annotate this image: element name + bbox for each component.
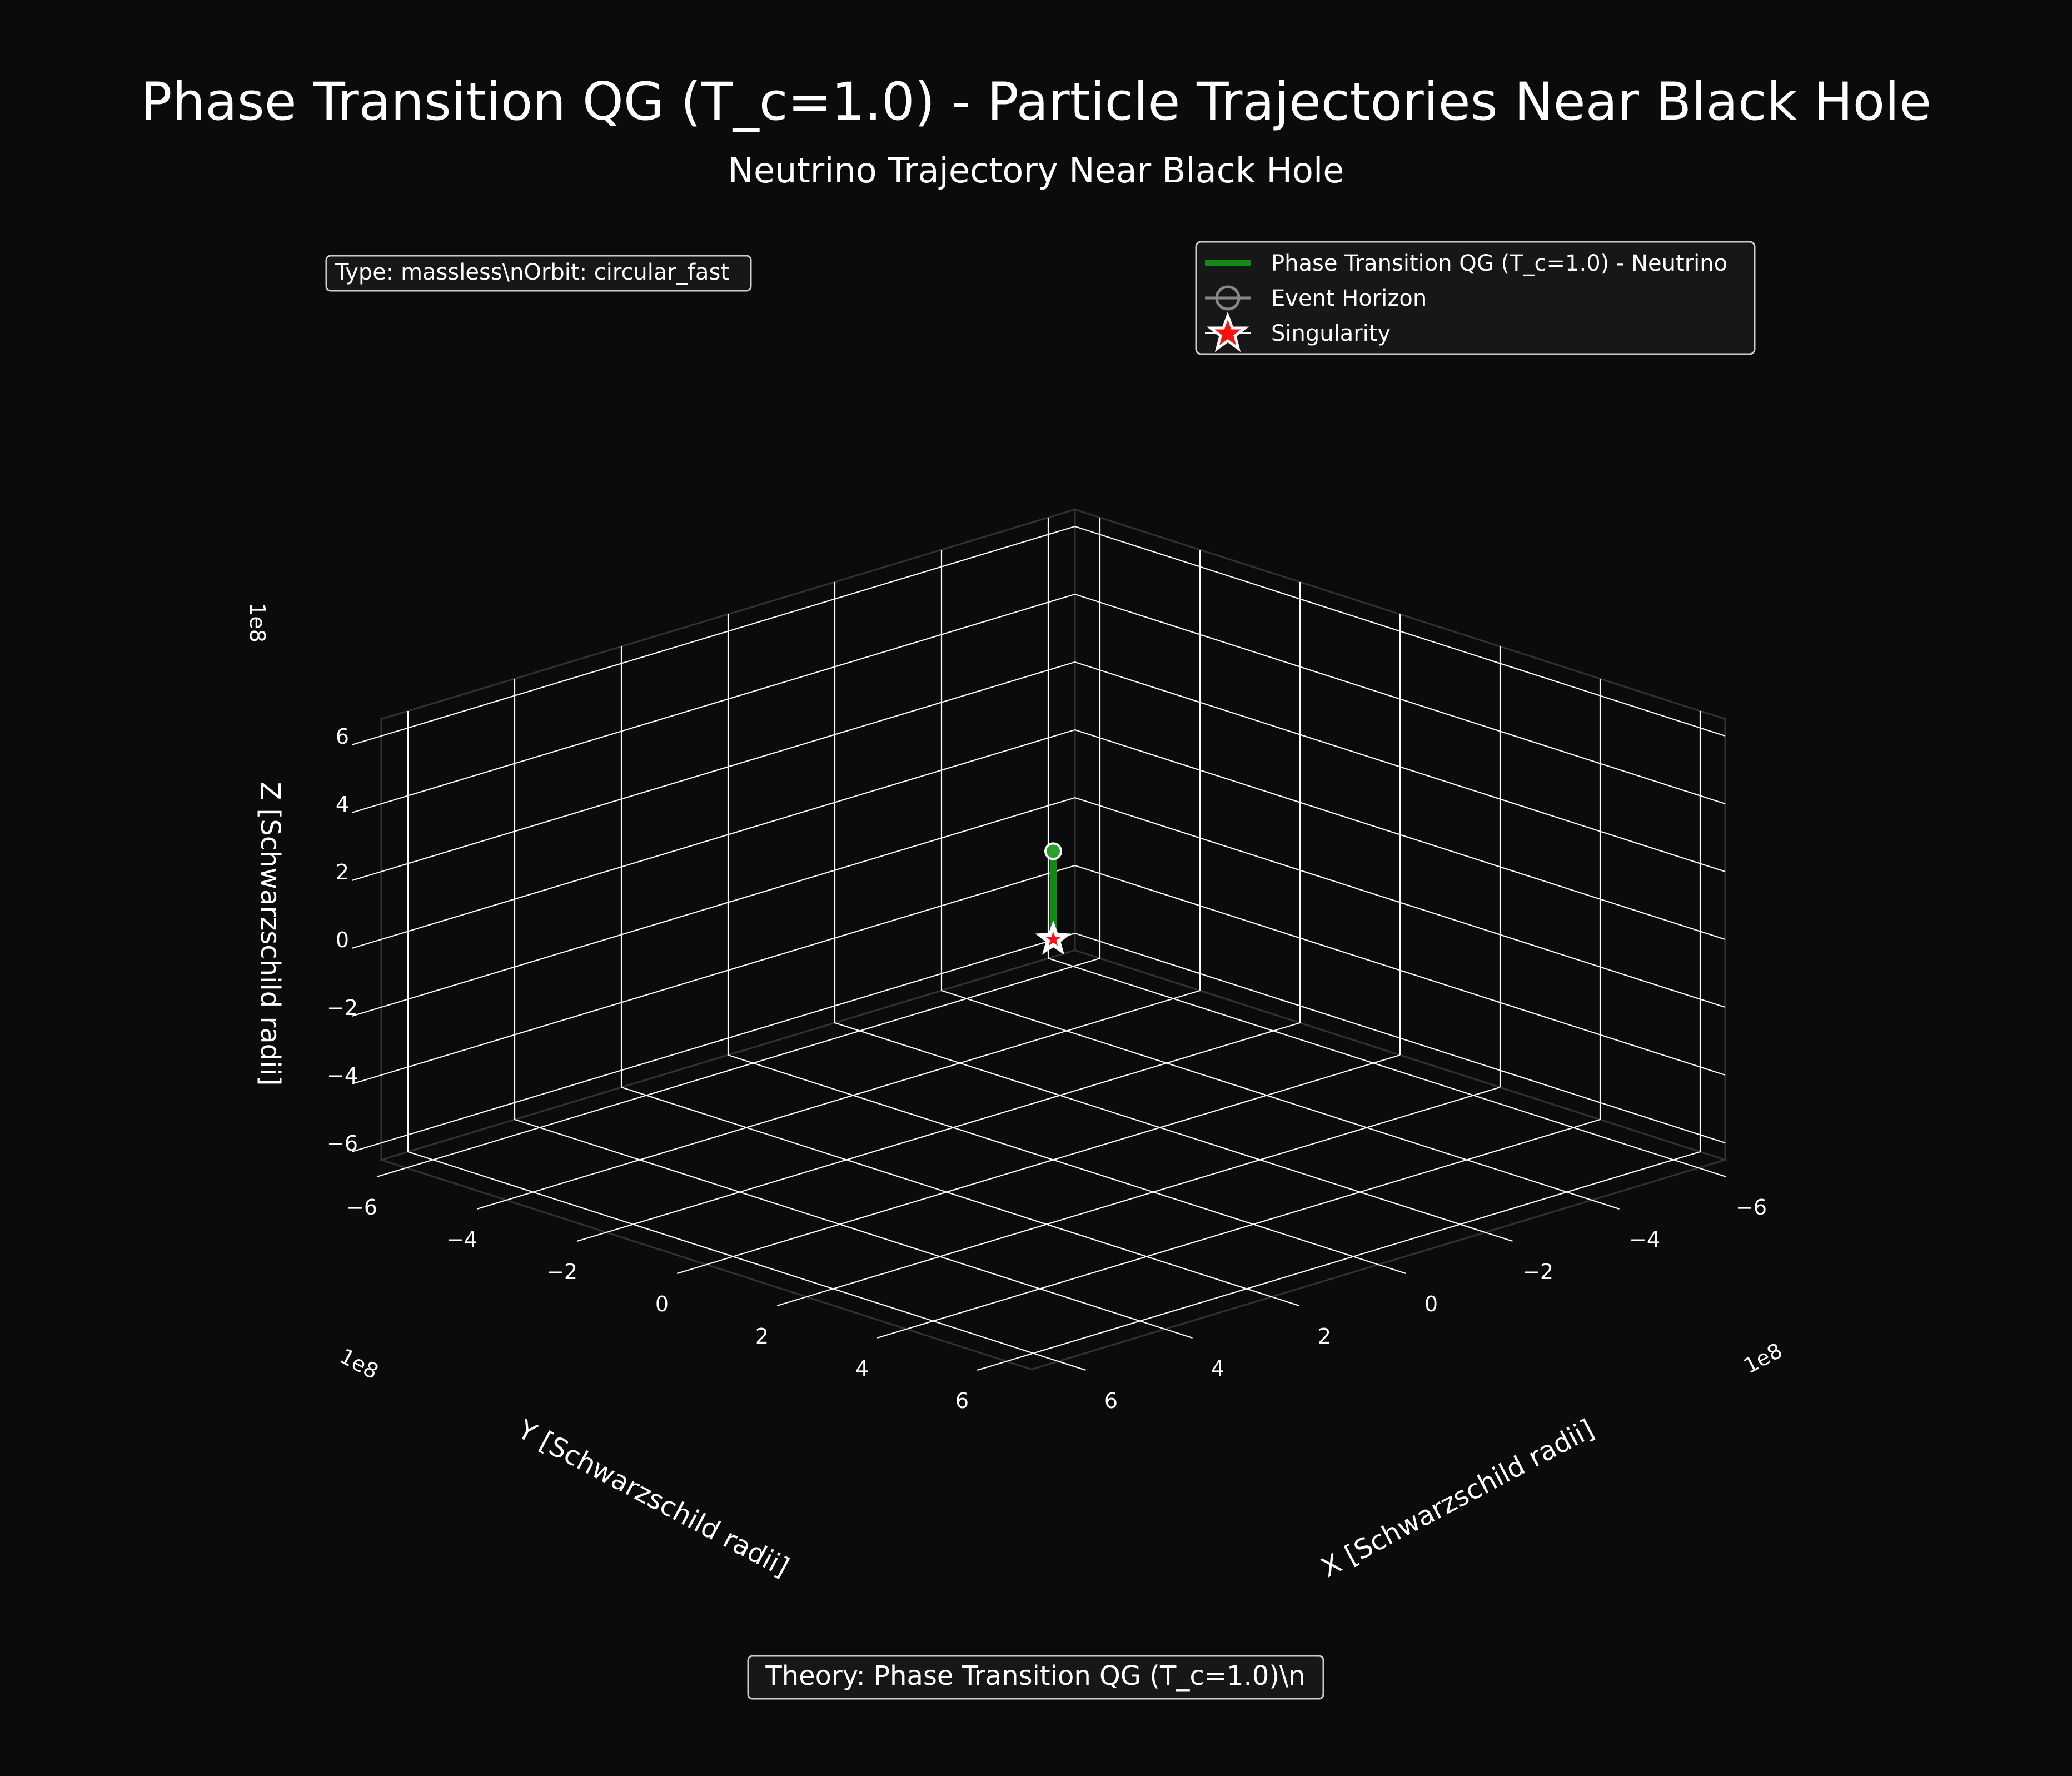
singularity-marker <box>1035 920 1072 955</box>
x-tick-label: −2 <box>1522 1260 1553 1284</box>
grid-line-floor-y <box>706 1054 1401 1266</box>
grid-line-wall-x-horizontal <box>1074 525 1726 737</box>
grid-line-floor-y <box>906 1118 1601 1330</box>
x-tick-label: 0 <box>1424 1292 1438 1316</box>
y-tick-label: 4 <box>855 1356 869 1381</box>
z-tick-label: 6 <box>336 724 349 749</box>
x-tick-mark <box>1591 1199 1620 1210</box>
grid-line-wall-y-horizontal <box>381 593 1075 805</box>
data-series <box>1035 842 1072 955</box>
y-tick-label: 2 <box>755 1324 769 1349</box>
grid-line-wall-y-horizontal <box>381 932 1075 1144</box>
theory-box: Theory: Phase Transition QG (T_c=1.0)\n <box>747 1655 1324 1700</box>
trajectory-start-marker <box>1044 842 1062 860</box>
z-tick-mark <box>351 803 382 814</box>
z-axis-label: Z [Schwarzschild radii] <box>255 782 286 1086</box>
x-tick-mark <box>1378 1263 1406 1274</box>
legend-label-event-horizon: Event Horizon <box>1271 286 1427 311</box>
y-tick-label: −2 <box>546 1260 577 1284</box>
z-tick-mark <box>351 1006 382 1017</box>
grid-line-wall-y-horizontal <box>381 661 1075 873</box>
z-tick-label: −4 <box>327 1063 358 1088</box>
z-tick-mark <box>351 1074 382 1085</box>
x-tick-label: −6 <box>1736 1195 1767 1220</box>
grid-line-wall-x-horizontal <box>1074 729 1726 941</box>
z-tick-mark <box>351 938 382 949</box>
grid-line-wall-y-horizontal <box>381 797 1075 1008</box>
y-offset-label: 1e8 <box>336 1344 382 1384</box>
info-box: Type: massless\nOrbit: circular_fast <box>325 255 752 292</box>
x-tick-mark <box>1164 1328 1193 1339</box>
z-tick-mark <box>351 1142 382 1153</box>
z-tick-label: 4 <box>336 792 349 817</box>
y-tick-label: 6 <box>955 1389 969 1413</box>
y-tick-mark <box>676 1263 707 1275</box>
grid-line-wall-x-horizontal <box>1074 797 1726 1008</box>
y-tick-mark <box>776 1296 807 1307</box>
x-axis-label: X [Schwarzschild radii] <box>1316 1414 1599 1584</box>
x-tick-mark <box>1058 1360 1086 1371</box>
grid-line-floor-y <box>1006 1151 1701 1362</box>
grid-line-wall-x-horizontal <box>1074 932 1726 1144</box>
x-tick-label: 6 <box>1104 1389 1118 1413</box>
z-tick-label: −6 <box>327 1131 358 1156</box>
legend-label-singularity: Singularity <box>1271 321 1391 346</box>
info-box-text: Type: massless\nOrbit: circular_fast <box>335 260 729 285</box>
legend-label-neutrino: Phase Transition QG (T_c=1.0) - Neutrino <box>1271 251 1727 276</box>
z-tick-mark <box>351 870 382 882</box>
grid-line-wall-x-horizontal <box>1074 661 1726 873</box>
z-tick-label: 2 <box>336 860 349 884</box>
x-tick-mark <box>1271 1296 1299 1306</box>
z-offset-label: 1e8 <box>245 603 270 643</box>
grid-lines <box>381 518 1726 1362</box>
x-tick-label: 2 <box>1318 1324 1331 1349</box>
tick-marks <box>351 735 1726 1371</box>
chart-title: Phase Transition QG (T_c=1.0) - Particle… <box>141 72 1931 132</box>
grid-line-wall-x-horizontal <box>1074 593 1726 805</box>
y-tick-label: −6 <box>346 1195 377 1220</box>
grid-line-wall-y-horizontal <box>381 729 1075 941</box>
grid-line-wall-y-horizontal <box>381 864 1075 1076</box>
theory-box-text: Theory: Phase Transition QG (T_c=1.0)\n <box>765 1660 1305 1692</box>
chart-subtitle: Neutrino Trajectory Near Black Hole <box>728 150 1344 191</box>
star-icon <box>1206 311 1249 352</box>
grid-line-floor-y <box>506 989 1201 1201</box>
grid-line-wall-x-horizontal <box>1074 864 1726 1076</box>
y-tick-mark <box>376 1167 407 1178</box>
x-tick-mark <box>1485 1231 1513 1242</box>
grid-line-floor-y <box>406 957 1100 1169</box>
z-tick-label: 0 <box>336 928 349 952</box>
z-tick-mark <box>351 735 382 746</box>
grid-line-wall-y-horizontal <box>381 525 1075 737</box>
z-tick-label: −2 <box>327 996 358 1020</box>
tick-labels: −6 −4 −2 0 2 4 6 −6 −4 −2 0 2 4 6 −6 −4 −2 0 2 4 6 <box>327 724 1767 1413</box>
x-offset-label: 1e8 <box>1740 1338 1786 1379</box>
y-tick-label: −4 <box>446 1227 477 1252</box>
y-tick-label: 0 <box>655 1292 669 1316</box>
x-tick-label: 4 <box>1211 1356 1224 1381</box>
grid-line-floor-y <box>606 1022 1301 1233</box>
y-tick-mark <box>876 1328 907 1339</box>
y-tick-mark <box>476 1199 507 1210</box>
y-axis-label: Y [Schwarzschild radii] <box>512 1414 794 1583</box>
y-tick-mark <box>576 1231 607 1242</box>
legend: Phase Transition QG (T_c=1.0) - Neutrino… <box>1195 241 1756 355</box>
x-tick-mark <box>1698 1167 1726 1177</box>
y-tick-mark <box>977 1360 1007 1371</box>
grid-line-floor-y <box>806 1086 1501 1298</box>
event-horizon-icon <box>1215 285 1241 311</box>
x-tick-label: −4 <box>1629 1227 1660 1252</box>
